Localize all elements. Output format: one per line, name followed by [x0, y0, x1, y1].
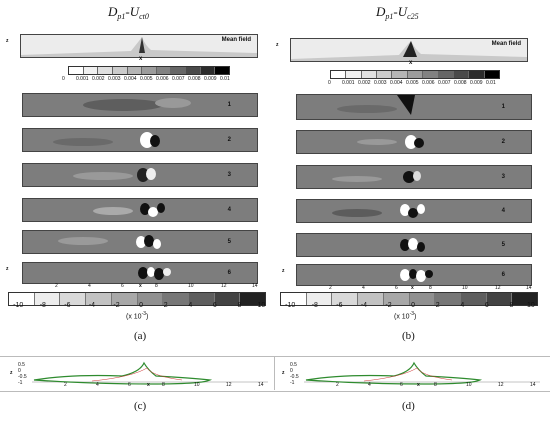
- right-mode-panel-5: 5: [296, 233, 532, 257]
- caption-d: (d): [402, 400, 415, 412]
- d-z-label: z: [282, 370, 285, 376]
- right-multiplier-label: (x 10-3): [394, 311, 417, 321]
- right-mode-panel-3: 3: [296, 165, 532, 189]
- caption-b: (b): [402, 330, 415, 342]
- bottom-divider: [274, 356, 275, 390]
- left-mode-label-4: 4: [227, 207, 231, 213]
- left-mode-panel-1: 1: [22, 93, 258, 117]
- left-mode-label-2: 2: [227, 137, 231, 143]
- left-mode-label-5: 5: [227, 239, 231, 245]
- left-mode-label-1: 1: [227, 102, 231, 108]
- caption-a: (a): [134, 330, 147, 342]
- left-multiplier-label: (x 10-3): [126, 311, 149, 321]
- right-mean-field-label: Mean field: [491, 41, 521, 47]
- right-mode-label-4: 4: [501, 208, 505, 214]
- right-mode-label-3: 3: [501, 174, 505, 180]
- right-mode-panel-1: 1: [296, 94, 532, 120]
- left-mean-z-label: z: [6, 38, 9, 44]
- d-z-ticks: 0.5 0 -0.5 -1: [290, 362, 299, 386]
- left-mode-panel-4: 4: [22, 198, 258, 222]
- left-mode6-z-label: z: [6, 266, 9, 272]
- right-mode-panel-2: 2: [296, 130, 532, 154]
- right-mode-label-2: 2: [501, 139, 505, 145]
- left-mean-field-label: Mean field: [221, 37, 251, 43]
- left-column-title: Dp1-Uct0: [108, 4, 149, 21]
- c-z-ticks: 0.5 0 -0.5 -1: [18, 362, 27, 386]
- c-z-label: z: [10, 370, 13, 376]
- d-contour-plot: [304, 361, 540, 385]
- right-column-title: Dp1-Uc25: [376, 4, 419, 21]
- left-mean-x-label: x: [139, 56, 143, 62]
- right-mode6-z-label: z: [282, 268, 285, 274]
- right-mean-field-panel: Mean field: [290, 38, 528, 62]
- right-big-colorbar: [280, 292, 538, 306]
- left-mode-panel-3: 3: [22, 163, 258, 187]
- left-small-colorbar: [68, 66, 230, 75]
- c-contour-plot: [32, 361, 268, 385]
- left-mode-label-3: 3: [227, 172, 231, 178]
- left-mode-label-6: 6: [227, 270, 231, 276]
- left-mode-panel-2: 2: [22, 128, 258, 152]
- right-mode-panel-4: 4: [296, 199, 532, 223]
- caption-c: (c): [134, 400, 147, 412]
- right-mode-label-1: 1: [501, 104, 505, 110]
- left-mode-panel-5: 5: [22, 230, 258, 254]
- bottom-figure-frame: [0, 356, 550, 392]
- left-mode-panel-6: 6: [22, 262, 258, 284]
- right-small-colorbar: [330, 70, 500, 79]
- left-mean-field-shape: [21, 37, 257, 57]
- right-mean-x-label: x: [409, 60, 413, 66]
- left-big-colorbar: [8, 292, 266, 306]
- right-mode-label-6: 6: [501, 272, 505, 278]
- right-mode-label-5: 5: [501, 242, 505, 248]
- right-mean-field-shape: [291, 41, 527, 61]
- left-mean-field-panel: Mean field: [20, 34, 258, 58]
- right-mean-z-label: z: [276, 42, 279, 48]
- right-mode-panel-6: 6: [296, 264, 532, 286]
